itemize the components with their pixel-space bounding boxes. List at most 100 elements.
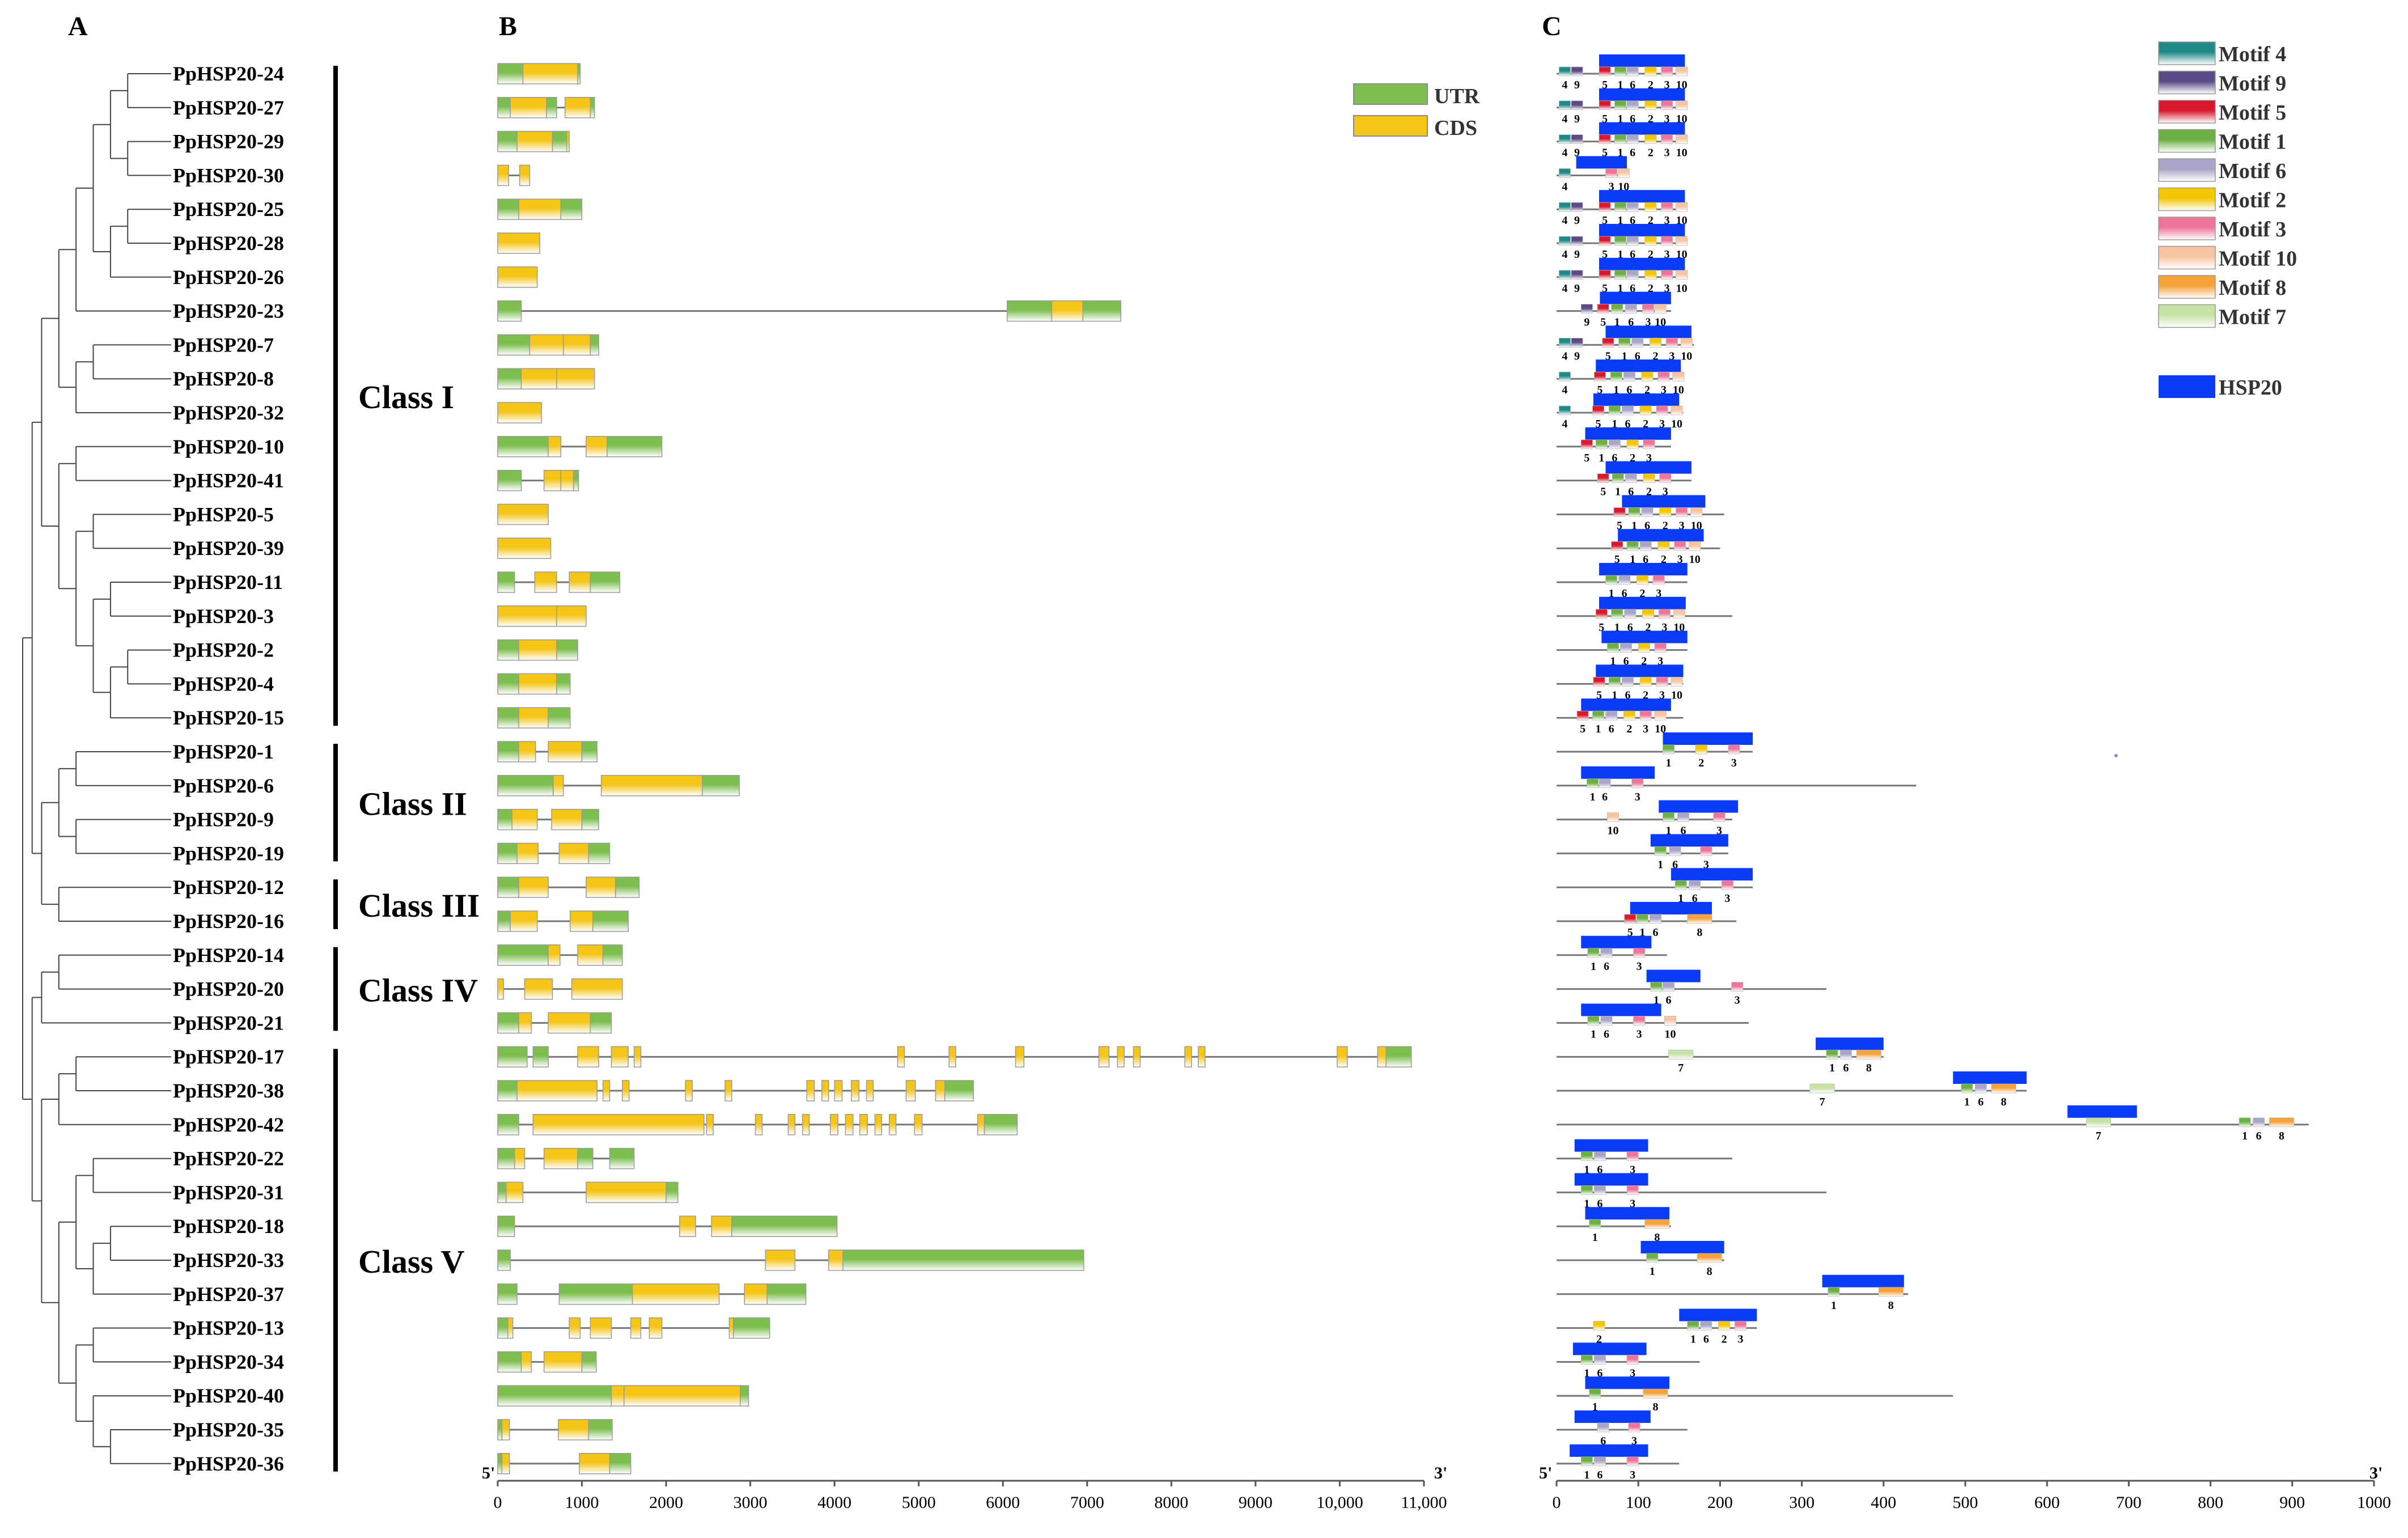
utr-block (581, 1351, 597, 1373)
motif-axis-tick-label: 1000 (2357, 1493, 2391, 1512)
cds-block (1015, 1046, 1025, 1067)
motif-block (1571, 236, 1583, 246)
motif-block (1618, 575, 1631, 585)
hsp20-domain (1585, 1376, 1669, 1389)
utr-block (497, 1080, 518, 1101)
utr-block (497, 130, 518, 152)
motif-block (1654, 710, 1667, 721)
cds-block (897, 1046, 905, 1067)
motif-block (1633, 948, 1646, 958)
motif-block (1839, 1049, 1852, 1060)
utr-block (556, 673, 571, 695)
hsp20-domain (1822, 1274, 1904, 1287)
motif-block (1558, 202, 1571, 212)
hsp20-domain (1596, 359, 1681, 372)
hsp20-domain (1596, 664, 1684, 677)
motif-block (1593, 677, 1605, 687)
motif-axis-tick-label: 500 (1953, 1493, 1978, 1512)
cds-block (518, 673, 557, 695)
motif-number: 10 (1671, 418, 1682, 430)
hsp20-domain (1816, 1037, 1884, 1050)
motif-block (1558, 338, 1571, 348)
cds-block (548, 436, 562, 457)
hsp20-domain (1640, 1241, 1724, 1253)
motif-number: 9 (1574, 214, 1580, 227)
motif-number: 6 (1630, 79, 1635, 91)
motif-number: 2 (1698, 757, 1704, 769)
motif-number: 10 (1681, 350, 1692, 362)
motif-block (1624, 609, 1637, 619)
motif-block (1612, 473, 1624, 483)
utr-block (607, 436, 663, 457)
motif-block (1592, 405, 1605, 416)
cds-block (586, 436, 608, 457)
motif-block (1695, 744, 1707, 755)
utr-block (1385, 1046, 1412, 1067)
motif-number: 1 (1617, 282, 1623, 295)
utr-block (497, 1147, 515, 1170)
motif-block (1659, 507, 1672, 517)
motif-block (1571, 134, 1583, 145)
cds-block (744, 1283, 768, 1305)
cds-block (518, 876, 549, 898)
motif-legend-label: Motif 2 (2219, 189, 2286, 213)
cds-block (534, 571, 557, 593)
cds-block (1184, 1046, 1192, 1067)
motif-block (1663, 744, 1675, 755)
cds-block (556, 605, 587, 627)
motif-block (1626, 236, 1639, 246)
motif-block (1646, 1253, 1659, 1263)
panel-a-letter: A (68, 11, 88, 41)
motif-number: 3 (1703, 858, 1709, 871)
motif-block (1639, 405, 1652, 416)
motif-block (2269, 1117, 2295, 1128)
utr-block (573, 469, 579, 492)
motif-block (1589, 1219, 1601, 1229)
gene-label: PpHSP20-22 (173, 1147, 284, 1170)
motif-number: 8 (1707, 1265, 1712, 1278)
motif-number: 6 (1604, 1028, 1609, 1040)
motif-number: 3 (1737, 1333, 1743, 1346)
utr-block (497, 1012, 519, 1034)
cds-block (1377, 1046, 1387, 1067)
motif-number: 2 (1648, 214, 1654, 227)
utr-block (702, 775, 740, 796)
motif-block (1826, 1049, 1838, 1060)
motif-block (1597, 1422, 1609, 1433)
motif-block (1639, 541, 1652, 551)
motif-number: 4 (1562, 248, 1567, 261)
cds-block (679, 1215, 696, 1237)
motif-number: 10 (1673, 384, 1684, 396)
cds-block (501, 1453, 510, 1475)
panel-c-letter: C (1542, 11, 1562, 41)
cds-block (518, 198, 562, 220)
motif-number: 2 (1626, 723, 1632, 735)
motif-number: 3 (1663, 486, 1668, 498)
motif-number: 3 (1657, 655, 1663, 668)
motif-number: 4 (1562, 79, 1567, 91)
motif-block (1643, 439, 1655, 450)
motif-number: 3 (1677, 553, 1683, 566)
motif-block (1595, 439, 1608, 450)
cds-block (510, 910, 538, 932)
cds-block (859, 1114, 868, 1136)
motif-number: 1 (1631, 519, 1637, 532)
motif-number: 7 (1820, 1096, 1825, 1108)
motif-block (1599, 202, 1611, 212)
motif-block (1599, 100, 1611, 111)
motif-number: 5 (1600, 486, 1606, 498)
motif-legend-label: Motif 8 (2219, 276, 2286, 300)
motif-block (1657, 541, 1670, 551)
gene-label: PpHSP20-21 (173, 1011, 284, 1034)
motif-number: 2 (1646, 621, 1651, 634)
motif-block (1656, 677, 1668, 687)
gene-label: PpHSP20-7 (173, 333, 274, 356)
cds-block (497, 402, 542, 423)
hsp20-domain (1599, 563, 1688, 575)
motif-number: 4 (1562, 147, 1567, 159)
motif-axis-five-prime: 5' (1539, 1464, 1552, 1482)
motif-block (1599, 270, 1611, 280)
motif-block (1558, 100, 1571, 111)
cds-block (548, 1012, 591, 1034)
motif-block (1593, 1185, 1606, 1195)
